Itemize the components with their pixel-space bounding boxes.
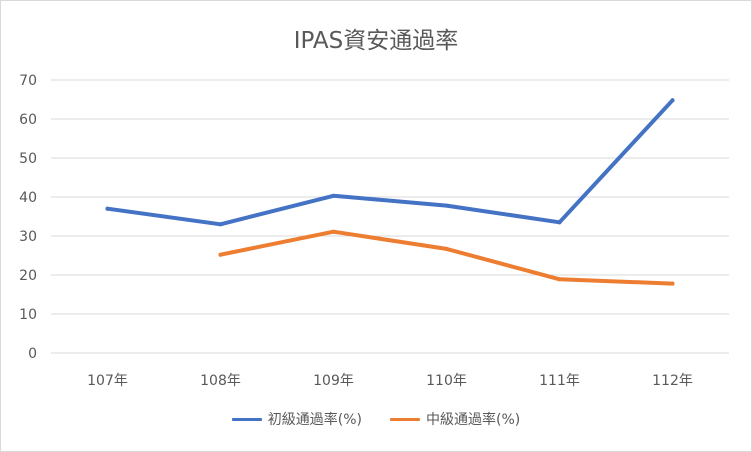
data-point: [557, 277, 562, 282]
y-tick-label: 50: [19, 151, 37, 167]
legend-swatch: [231, 417, 262, 421]
series-line-1: [218, 229, 675, 286]
y-tick-label: 40: [19, 190, 37, 206]
data-point: [557, 220, 562, 225]
x-tick-label: 108年: [200, 373, 241, 389]
chart-title: IPAS資安通過率: [293, 28, 459, 54]
legend-item: 初級通過率(%): [231, 409, 362, 429]
data-point: [444, 246, 449, 251]
legend-item: 中級通過率(%): [390, 409, 520, 429]
y-tick-label: 20: [19, 268, 37, 284]
y-tick-label: 10: [19, 307, 37, 323]
x-tick-label: 112年: [652, 373, 693, 389]
chart-legend: 初級通過率(%) 中級通過率(%): [1, 409, 751, 429]
data-point: [218, 222, 223, 227]
legend-swatch: [390, 417, 420, 421]
legend-label: 初級通過率(%): [267, 412, 362, 428]
data-point: [670, 98, 675, 103]
data-point: [331, 229, 336, 234]
data-point: [331, 193, 336, 198]
data-point: [444, 203, 449, 208]
y-tick-label: 0: [28, 346, 37, 362]
series-line-0: [105, 98, 675, 227]
x-tick-label: 110年: [426, 373, 467, 389]
data-point: [105, 206, 110, 211]
y-tick-label: 70: [19, 73, 37, 89]
y-tick-label: 60: [19, 112, 37, 128]
data-point: [218, 252, 223, 257]
y-tick-label: 30: [19, 229, 37, 245]
x-tick-label: 111年: [539, 373, 580, 389]
legend-label: 中級通過率(%): [426, 412, 521, 428]
x-tick-label: 109年: [313, 373, 354, 389]
data-point: [670, 281, 675, 286]
x-tick-label: 107年: [87, 373, 128, 389]
